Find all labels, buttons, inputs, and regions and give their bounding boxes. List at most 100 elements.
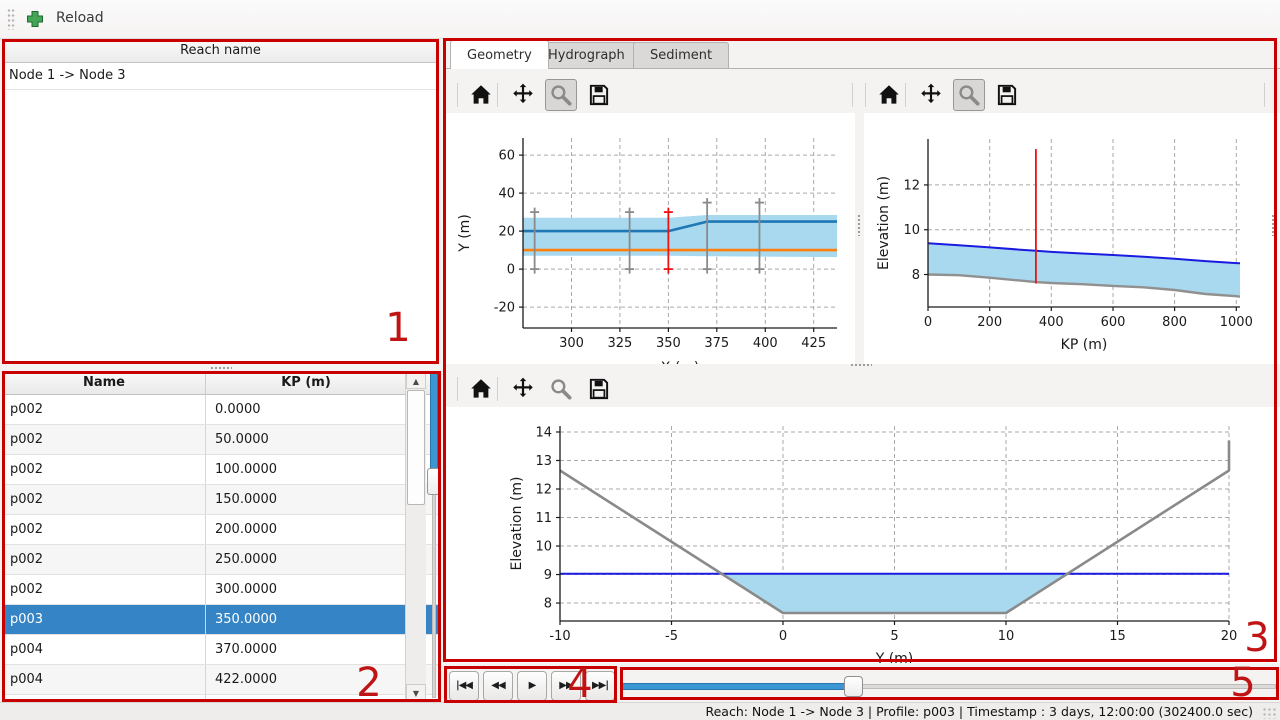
table-row-selected[interactable]: p003 350.0000 [3,605,440,635]
cell-name[interactable]: p002 [3,455,206,484]
figure-bg-section [445,407,1280,663]
pan-icon[interactable] [918,82,944,108]
svg-text:12: 12 [535,483,552,498]
cell-kp[interactable]: 0.0000 [215,402,261,417]
reload-button[interactable]: Reload [56,10,104,26]
table-row[interactable]: p004 422.0000 [3,665,440,695]
table-header-row: Name KP (m) [3,372,440,395]
cell-name[interactable]: p003 [3,605,206,634]
column-header-name[interactable]: Name [3,372,206,394]
cell-name[interactable] [3,695,206,702]
cell-kp[interactable]: 422.0000 [215,672,278,687]
table-row[interactable]: p004 370.0000 [3,635,440,665]
cell-name[interactable]: p002 [3,485,206,514]
svg-text:60: 60 [498,149,515,164]
table-row[interactable]: p002 300.0000 [3,575,440,605]
cell-name[interactable]: p002 [3,515,206,544]
svg-text:10: 10 [998,629,1015,644]
table-row[interactable]: p002 150.0000 [3,485,440,515]
column-header-kp[interactable]: KP (m) [281,375,331,390]
cell-kp[interactable]: 100.0000 [215,462,278,477]
table-row[interactable]: p002 200.0000 [3,515,440,545]
table-row[interactable]: p002 250.0000 [3,545,440,575]
table-row[interactable]: p002 50.0000 [3,425,440,455]
pan-icon[interactable] [510,376,536,402]
cell-kp[interactable]: 200.0000 [215,522,278,537]
play-button[interactable]: ▶ [517,671,547,701]
save-icon[interactable] [994,82,1020,108]
tab-geometry[interactable]: Geometry [450,40,549,69]
longitudinal-profile-chart[interactable]: 0 200 400 600 800 1000 8 10 12 KP (m) Elevation (m… [862,114,1280,364]
svg-text:40: 40 [498,187,515,202]
zoom-icon[interactable] [548,376,574,402]
time-slider-handle[interactable] [844,676,863,697]
cell-kp[interactable]: 300.0000 [215,582,278,597]
profile-table-panel: Name KP (m) p002 0.0000 p002 50.0000 p002 100… [2,371,441,703]
save-icon[interactable] [586,82,612,108]
time-slider-fill[interactable] [622,683,853,690]
cell-name[interactable]: p004 [3,665,206,694]
svg-text:-20: -20 [494,301,515,316]
toolbar-separator [852,83,853,107]
toolbar-separator [865,83,866,107]
panel-vertical-slider-track-lower[interactable] [432,470,436,698]
tab-hydrograph[interactable]: Hydrograph [531,42,642,68]
tab-sediment[interactable]: Sediment [633,42,730,68]
svg-text:15: 15 [1109,629,1126,644]
svg-text:9: 9 [544,568,552,583]
toolbar-separator [497,377,498,401]
zoom-icon[interactable] [548,82,574,108]
zoom-button-pressed[interactable] [545,79,577,111]
scroll-down-button[interactable]: ▼ [406,684,426,701]
home-icon[interactable] [876,82,902,108]
status-text: Reach: Node 1 -> Node 3 | Profile: p003 … [705,704,1253,719]
panel-vertical-slider-handle[interactable] [427,468,441,495]
svg-text:20: 20 [1221,629,1238,644]
add-icon[interactable] [25,9,45,29]
chart-vertical-splitter-handle[interactable] [857,214,861,236]
table-scrollbar[interactable]: ▲ ▼ [405,372,426,702]
svg-text:Elevation (m): Elevation (m) [509,476,525,570]
panel-vertical-slider-track[interactable] [430,372,438,470]
right-edge-splitter-handle[interactable] [1271,214,1275,236]
fast-forward-button[interactable]: ▶▶ [551,671,581,701]
cell-kp[interactable]: 370.0000 [215,642,278,657]
zoom-button-pressed[interactable] [953,79,985,111]
skip-to-start-button[interactable]: |◀◀ [449,671,479,701]
cell-name[interactable]: p004 [3,635,206,664]
save-icon[interactable] [586,376,612,402]
cell-kp[interactable]: 350.0000 [215,612,278,627]
plan-view-chart[interactable]: 300 325 350 375 400 425 -20 0 20 40 60 X (m) Y (m) [451,114,861,364]
cross-section-chart[interactable]: -10 -5 0 5 10 15 20 8 9 10 11 12 13 14 Y (m) Elevation … [451,407,1280,663]
rewind-button[interactable]: ◀◀ [483,671,513,701]
svg-text:14: 14 [535,425,552,440]
pan-icon[interactable] [510,82,536,108]
table-scrollbar-thumb[interactable] [407,390,425,505]
skip-to-end-button[interactable]: ▶▶| [585,671,615,701]
svg-text:0: 0 [924,315,932,330]
zoom-icon[interactable] [956,82,982,108]
cell-name[interactable]: p002 [3,425,206,454]
chart-horizontal-splitter-handle[interactable] [850,363,872,367]
toolbar-separator [905,83,906,107]
home-icon[interactable] [468,82,494,108]
reach-list-item[interactable]: Node 1 -> Node 3 [3,63,438,90]
cell-kp[interactable]: 150.0000 [215,492,278,507]
resize-grip[interactable] [1262,707,1276,719]
cell-name[interactable]: p002 [3,575,206,604]
table-row[interactable] [3,695,440,702]
left-splitter-handle[interactable] [210,366,232,370]
home-icon[interactable] [468,376,494,402]
svg-text:400: 400 [1039,315,1064,330]
time-slider-track[interactable] [853,684,1276,689]
cell-kp[interactable]: 50.0000 [215,432,269,447]
svg-text:12: 12 [903,178,920,193]
toolbar-drag-handle[interactable] [7,8,16,30]
scroll-up-button[interactable]: ▲ [406,372,426,389]
table-row[interactable]: p002 0.0000 [3,395,440,425]
cell-kp[interactable]: 250.0000 [215,552,278,567]
table-row[interactable]: p002 100.0000 [3,455,440,485]
cell-name[interactable]: p002 [3,545,206,574]
cell-name[interactable]: p002 [3,395,206,424]
